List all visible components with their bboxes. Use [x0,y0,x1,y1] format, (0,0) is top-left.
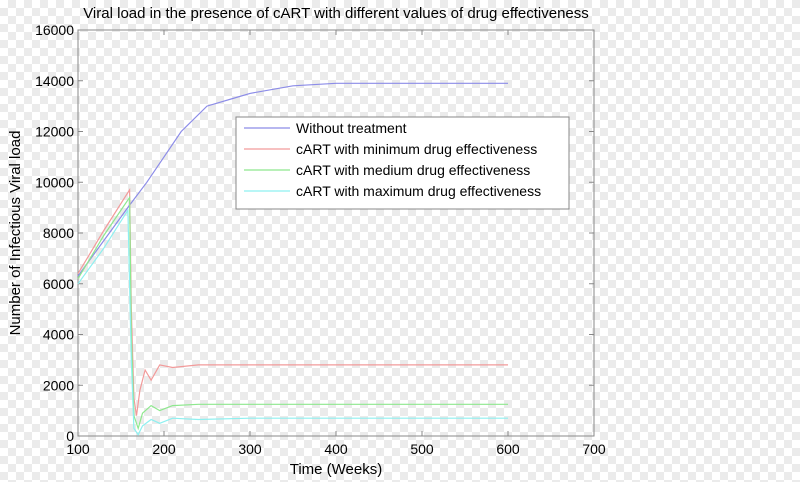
y-tick-label: 2000 [43,377,74,393]
y-tick-label: 8000 [43,225,74,241]
legend-entry-3: cART with maximum drug effectiveness [296,183,541,199]
axis-ticks: 100 200 300 400 500 600 700 0 2000 4000 6000 8000 10… [35,22,606,457]
y-tick-label: 14000 [35,73,74,89]
legend-box [235,116,570,210]
x-tick-label: 700 [582,441,606,457]
x-tick-label: 200 [152,441,176,457]
y-tick-label: 0 [66,428,74,444]
series-line-3 [77,208,508,436]
series-lines [77,82,508,436]
x-tick-label: 500 [410,441,434,457]
series-line-1 [77,187,508,416]
plot-area [77,29,595,437]
legend: Without treatment cART with minimum drug … [235,116,570,210]
legend-entry-1: cART with minimum drug effectiveness [296,141,537,157]
y-tick-label: 4000 [43,327,74,343]
x-tick-label: 300 [238,441,262,457]
x-axis-label: Time (Weeks) [290,461,383,478]
x-tick-label: 400 [324,441,348,457]
x-tick-label: 100 [66,441,90,457]
series-line-0 [77,82,508,277]
series-line-2 [77,195,508,431]
x-tick-label: 600 [496,441,520,457]
y-tick-label: 12000 [35,124,74,140]
y-tick-label: 16000 [35,22,74,38]
y-tick-label: 10000 [35,174,74,190]
legend-entry-2: cART with medium drug effectiveness [296,162,530,178]
chart-title: Viral load in the presence of cART with … [83,5,589,22]
y-axis-label: Number of Infectious Viral load [7,131,24,336]
y-tick-label: 6000 [43,276,74,292]
legend-entry-0: Without treatment [296,120,407,136]
